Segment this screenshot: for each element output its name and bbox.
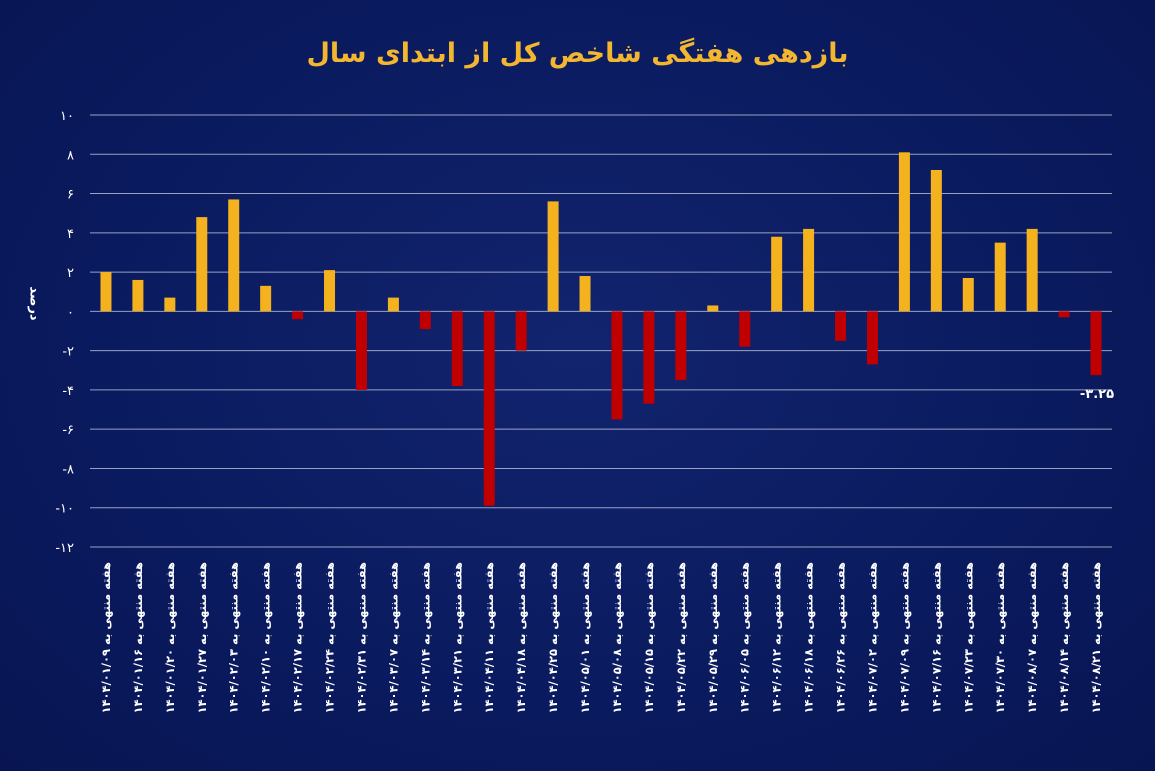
y-tick-label: -۱۲	[55, 541, 74, 556]
bar	[547, 201, 559, 312]
y-tick-label: -۸	[62, 462, 74, 477]
bar	[803, 228, 815, 312]
bar	[1026, 228, 1038, 312]
bar	[771, 236, 783, 312]
bar	[707, 305, 719, 312]
x-tick-label: هفته منتهی به ۱۴۰۴/۰۴/۲۵	[546, 562, 560, 714]
x-tick-label: هفته منتهی به ۱۴۰۴/۰۳/۱۴	[418, 562, 432, 714]
bar	[930, 169, 942, 312]
bar	[515, 311, 527, 351]
x-tick-label: هفته منتهی به ۱۴۰۴/۰۳/۲۱	[450, 562, 464, 714]
x-tick-label: هفته منتهی به ۱۴۰۴/۰۲/۱۰	[259, 562, 273, 714]
x-tick-label: هفته منتهی به ۱۴۰۴/۰۴/۱۱	[482, 562, 496, 714]
x-tick-label: هفته منتهی به ۱۴۰۴/۰۱/۱۶	[131, 562, 145, 714]
data-labels: -۳.۲۵	[1080, 387, 1114, 402]
x-tick-label: هفته منتهی به ۱۴۰۴/۰۷/۱۶	[929, 562, 943, 714]
x-tick-label: هفته منتهی به ۱۴۰۴/۰۱/۲۷	[195, 562, 209, 714]
x-tick-label: هفته منتهی به ۱۴۰۴/۰۷/۰۹	[897, 562, 911, 714]
y-tick-label: -۴	[62, 384, 74, 399]
x-tick-labels: هفته منتهی به ۱۴۰۴/۰۱/۰۹ هفته منتهی به ۱۴…	[99, 562, 1103, 714]
x-tick-label: هفته منتهی به ۱۴۰۴/۰۱/۰۹	[99, 562, 113, 714]
bar	[1058, 311, 1070, 318]
y-tick-label: ۶	[67, 188, 74, 203]
bar	[196, 217, 208, 312]
x-tick-label: هفته منتهی به ۱۴۰۴/۰۲/۰۳	[227, 562, 241, 714]
bar	[643, 311, 655, 404]
x-tick-label: هفته منتهی به ۱۴۰۴/۰۵/۲۹	[706, 562, 720, 714]
gridlines	[90, 114, 1112, 548]
x-tick-label: هفته منتهی به ۱۴۰۴/۰۸/۲۱	[1089, 562, 1103, 714]
x-tick-label: هفته منتهی به ۱۴۰۴/۰۲/۱۷	[291, 562, 305, 714]
bar	[355, 311, 367, 390]
bar	[579, 276, 591, 312]
x-tick-label: هفته منتهی به ۱۴۰۴/۰۲/۲۴	[323, 562, 337, 714]
data-label: -۳.۲۵	[1080, 387, 1114, 402]
x-tick-label: هفته منتهی به ۱۴۰۴/۰۸/۱۴	[1057, 562, 1071, 714]
y-tick-labels: ۱۰ ۸ ۶ ۴ ۲ ۰ -۲ -۴ -۶ -۸ -۱۰ -۱۲	[55, 109, 74, 556]
x-tick-label: هفته منتهی به ۱۴۰۴/۰۱/۲۰	[163, 562, 177, 714]
x-tick-label: هفته منتهی به ۱۴۰۴/۰۷/۲۳	[961, 562, 975, 714]
bar	[228, 199, 240, 312]
x-tick-label: هفته منتهی به ۱۴۰۴/۰۶/۲۶	[834, 562, 848, 714]
x-tick-label: هفته منتهی به ۱۴۰۴/۰۶/۰۵	[738, 562, 752, 714]
x-tick-label: هفته منتهی به ۱۴۰۴/۰۶/۱۸	[802, 562, 816, 714]
y-tick-label: ۸	[67, 148, 74, 163]
x-tick-label: هفته منتهی به ۱۴۰۴/۰۵/۰۸	[610, 562, 624, 714]
x-tick-label: هفته منتهی به ۱۴۰۴/۰۸/۰۷	[1025, 562, 1039, 714]
x-tick-label: هفته منتهی به ۱۴۰۴/۰۷/۰۲	[865, 562, 879, 714]
bar	[866, 311, 878, 365]
y-tick-label: -۲	[62, 345, 74, 360]
bar	[387, 297, 399, 312]
x-tick-label: هفته منتهی به ۱۴۰۴/۰۵/۱۵	[642, 562, 656, 714]
bar	[675, 311, 687, 381]
bar	[451, 311, 463, 386]
x-tick-label: هفته منتهی به ۱۴۰۴/۰۳/۰۷	[386, 562, 400, 714]
y-tick-label: -۶	[62, 423, 74, 438]
x-tick-label: هفته منتهی به ۱۴۰۴/۰۴/۱۸	[514, 562, 528, 714]
bar	[132, 279, 144, 312]
bar	[419, 311, 431, 330]
bar	[483, 311, 495, 506]
bar	[739, 311, 751, 347]
x-tick-label: هفته منتهی به ۱۴۰۴/۰۵/۰۱	[578, 562, 592, 714]
bar	[962, 277, 974, 312]
y-tick-label: ۲	[67, 266, 74, 281]
bar	[100, 272, 112, 312]
bar	[611, 311, 623, 420]
bar	[260, 285, 272, 312]
x-tick-label: هفته منتهی به ۱۴۰۴/۰۲/۳۱	[354, 562, 368, 714]
bar	[898, 152, 910, 312]
bar	[292, 311, 304, 320]
y-tick-label: ۰	[67, 305, 74, 320]
bar	[835, 311, 847, 341]
y-tick-label: ۴	[67, 227, 74, 242]
x-tick-label: هفته منتهی به ۱۴۰۴/۰۷/۳۰	[993, 562, 1007, 714]
y-tick-label: -۱۰	[55, 502, 74, 517]
y-tick-label: ۱۰	[60, 109, 74, 124]
bar	[324, 270, 336, 312]
bar	[164, 297, 176, 312]
x-tick-label: هفته منتهی به ۱۴۰۴/۰۶/۱۲	[770, 562, 784, 714]
bar	[994, 242, 1006, 312]
bar	[1090, 311, 1102, 376]
bars	[100, 152, 1102, 506]
x-tick-label: هفته منتهی به ۱۴۰۴/۰۵/۲۲	[674, 562, 688, 714]
chart-title: بازدهی هفتگی شاخص کل از ابتدای سال	[306, 38, 849, 69]
